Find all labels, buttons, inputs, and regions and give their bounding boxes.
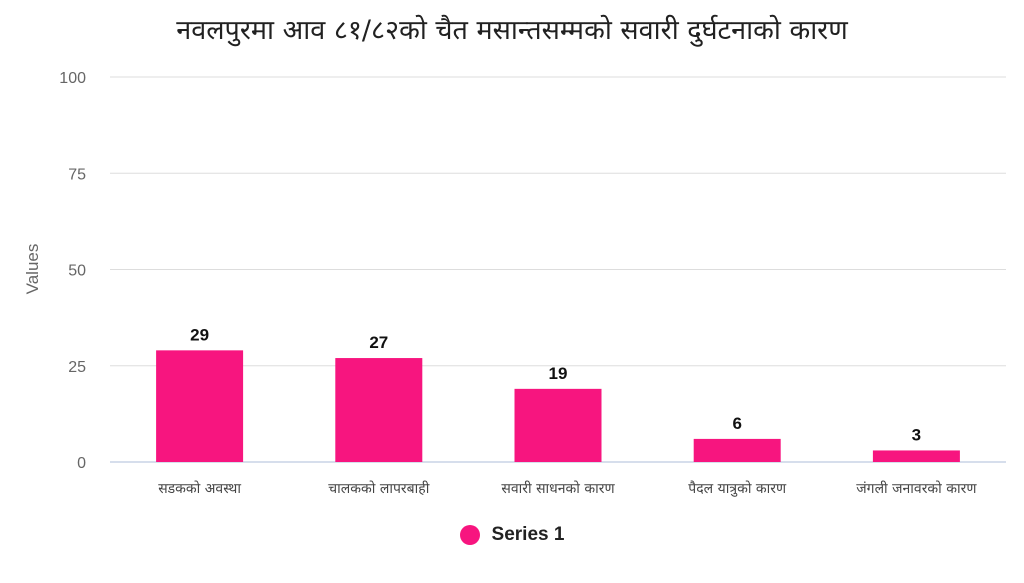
x-tick-label: चालकको लापरबाही bbox=[328, 480, 429, 497]
bar[interactable] bbox=[514, 388, 602, 462]
data-label: 29 bbox=[190, 325, 209, 344]
data-label: 19 bbox=[549, 364, 568, 383]
y-tick-label: 0 bbox=[77, 455, 86, 472]
data-label: 3 bbox=[912, 425, 921, 444]
x-tick-label: सडकको अवस्था bbox=[158, 480, 241, 497]
chart-title: नवलपुरमा आव ८१/८२को चैत मसान्तसम्मको सवा… bbox=[176, 15, 848, 46]
bar[interactable] bbox=[693, 438, 781, 462]
x-axis-ticks: सडकको अवस्था चालकको लापरबाही सवारी साधनको … bbox=[158, 480, 977, 497]
bar[interactable] bbox=[335, 358, 423, 462]
legend-item-series-1[interactable]: Series 1 bbox=[459, 524, 565, 546]
data-label: 27 bbox=[369, 333, 388, 352]
bar[interactable] bbox=[156, 350, 244, 462]
x-tick-label: सवारी साधनको कारण bbox=[501, 480, 615, 497]
x-tick-label: जंगली जनावरको कारण bbox=[856, 480, 977, 497]
data-label: 6 bbox=[732, 414, 741, 433]
bars bbox=[156, 350, 960, 462]
legend-label: Series 1 bbox=[491, 524, 565, 545]
x-tick-label: पैदल यात्रुको कारण bbox=[688, 480, 787, 497]
y-tick-label: 50 bbox=[68, 263, 86, 280]
legend-swatch bbox=[459, 525, 480, 545]
bar[interactable] bbox=[872, 450, 960, 462]
y-tick-label: 100 bbox=[59, 70, 86, 87]
y-axis-label: Values bbox=[23, 244, 42, 295]
y-tick-label: 75 bbox=[68, 166, 86, 183]
y-tick-label: 25 bbox=[68, 359, 86, 376]
data-labels: 29 27 19 6 3 bbox=[190, 325, 921, 444]
legend: Series 1 bbox=[0, 524, 1024, 546]
y-axis-ticks: 0 25 50 75 100 bbox=[59, 70, 86, 472]
